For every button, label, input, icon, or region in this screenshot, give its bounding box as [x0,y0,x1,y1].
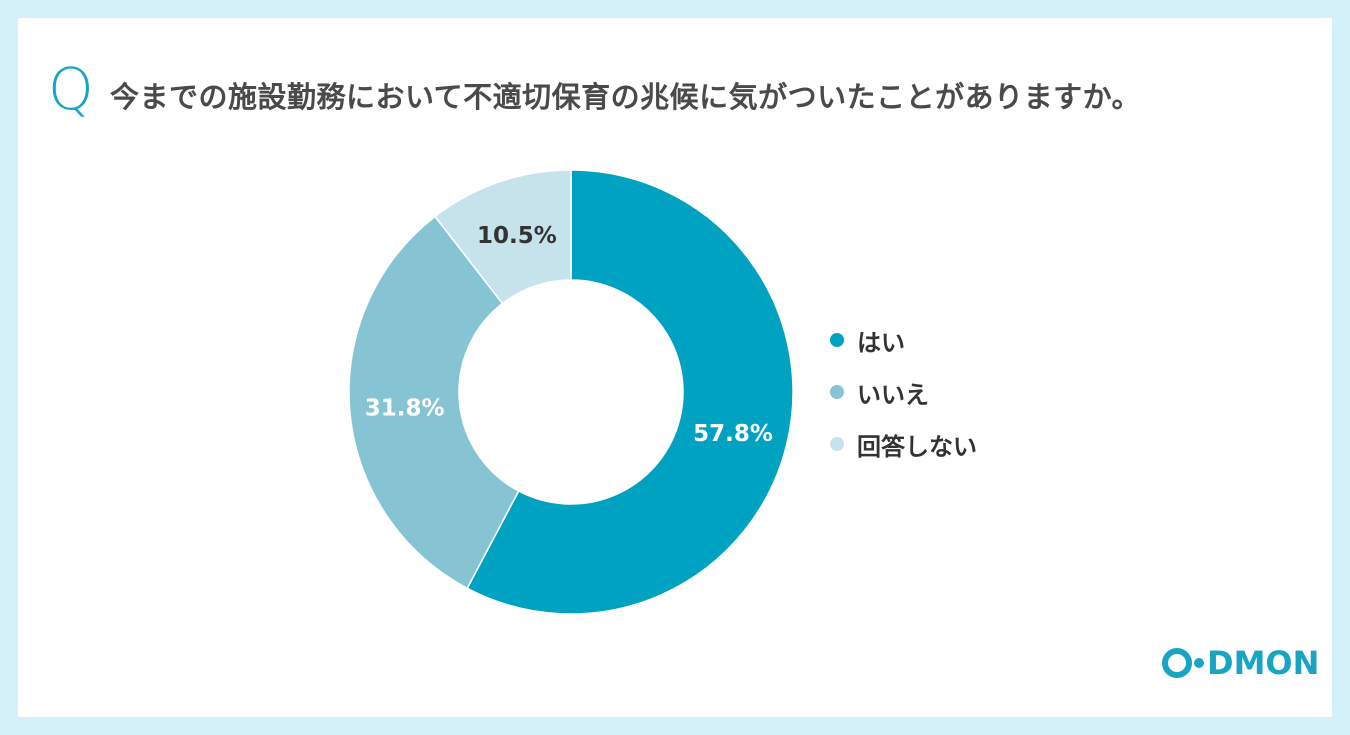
codmon-logo: DMON [1162,644,1319,682]
donut-slice-label-1: 57.8% [693,421,773,447]
question-title: 今までの施設勤務において不適切保育の兆候に気がついたことがありますか。 [110,80,1142,114]
legend-label: 回答しない [857,432,977,461]
legend-dot-icon [830,437,844,451]
donut-slice-1 [466,169,794,615]
donut-slice-label-3: 10.5% [477,223,557,249]
legend-item-2: いいえ [830,366,977,418]
legend-item-3: 回答しない [830,418,977,470]
legend-label: はい [857,328,905,357]
question-mark-label: Q [48,55,94,123]
logo-text: DMON [1207,644,1320,682]
donut-slice-label-2: 31.8% [365,395,445,421]
donut-chart: 57.8% 31.8% 10.5% [348,169,794,615]
chart-card: Q 今までの施設勤務において不適切保育の兆候に気がついたことがありますか。 57… [18,18,1332,717]
logo-c-mark [1162,648,1192,678]
logo-o-mark [1194,658,1204,668]
donut-slice-2 [348,215,520,590]
legend-item-1: はい [830,314,977,366]
legend-dot-icon [830,333,844,347]
donut-slice-3 [433,169,572,305]
legend-label: いいえ [857,380,929,409]
legend: はいいいえ回答しない [830,314,977,470]
legend-dot-icon [830,385,844,399]
